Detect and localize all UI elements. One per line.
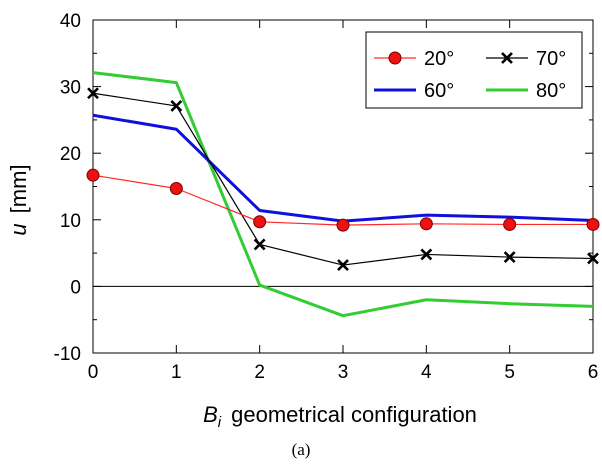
data-point — [87, 87, 99, 100]
data-point — [419, 217, 433, 231]
legend-item: 20° — [374, 48, 454, 70]
series-line — [92, 113, 594, 223]
y-tick-label: 10 — [60, 211, 81, 232]
legend-marker — [501, 52, 513, 64]
y-tick-label: 30 — [60, 78, 81, 99]
legend: 20° 70° 60° 80° — [365, 31, 583, 109]
data-point — [169, 181, 183, 195]
data-point — [586, 217, 600, 231]
y-tick-label: 0 — [70, 277, 81, 298]
y-axis-title: u[mm] — [6, 164, 31, 235]
data-point — [170, 99, 183, 112]
series-80° — [92, 71, 594, 318]
legend-item: 70° — [486, 48, 566, 70]
data-point — [503, 251, 516, 264]
data-point — [337, 259, 349, 272]
x-tick-label: 3 — [338, 362, 349, 383]
x-tick-label: 1 — [171, 362, 182, 383]
series-line — [92, 71, 594, 318]
figure-caption: (a) — [291, 440, 311, 459]
legend-item: 60° — [374, 80, 454, 102]
data-point — [587, 252, 599, 265]
y-tick-label: 40 — [60, 11, 81, 32]
y-tick-label: -10 — [54, 344, 81, 365]
x-axis: 0 1 2 3 4 5 6 — [88, 20, 599, 383]
y-axis: -10 0 10 20 30 40 — [54, 11, 593, 365]
x-tick-label: 6 — [588, 362, 599, 383]
legend-label: 80° — [536, 80, 566, 102]
y-tick-label: 20 — [60, 144, 81, 165]
legend-label: 60° — [424, 80, 454, 102]
data-point — [420, 248, 433, 261]
x-tick-label: 0 — [88, 362, 99, 383]
series-20° — [86, 168, 600, 232]
legend-label: 70° — [536, 48, 566, 70]
x-tick-label: 4 — [421, 362, 432, 383]
series-line — [92, 92, 594, 266]
series-layer — [86, 71, 600, 318]
data-point — [336, 218, 350, 232]
series-60° — [92, 113, 594, 223]
data-point — [86, 168, 100, 182]
x-tick-label: 5 — [504, 362, 515, 383]
x-axis-title: Bi geometrical configuration — [203, 402, 477, 431]
legend-item: 80° — [486, 80, 566, 102]
data-point — [503, 217, 517, 231]
series-70° — [87, 87, 599, 272]
data-point — [253, 215, 267, 229]
legend-marker — [388, 51, 402, 65]
data-point — [253, 238, 266, 251]
legend-label: 20° — [424, 48, 454, 70]
x-tick-label: 2 — [254, 362, 265, 383]
legend-box — [365, 31, 583, 109]
